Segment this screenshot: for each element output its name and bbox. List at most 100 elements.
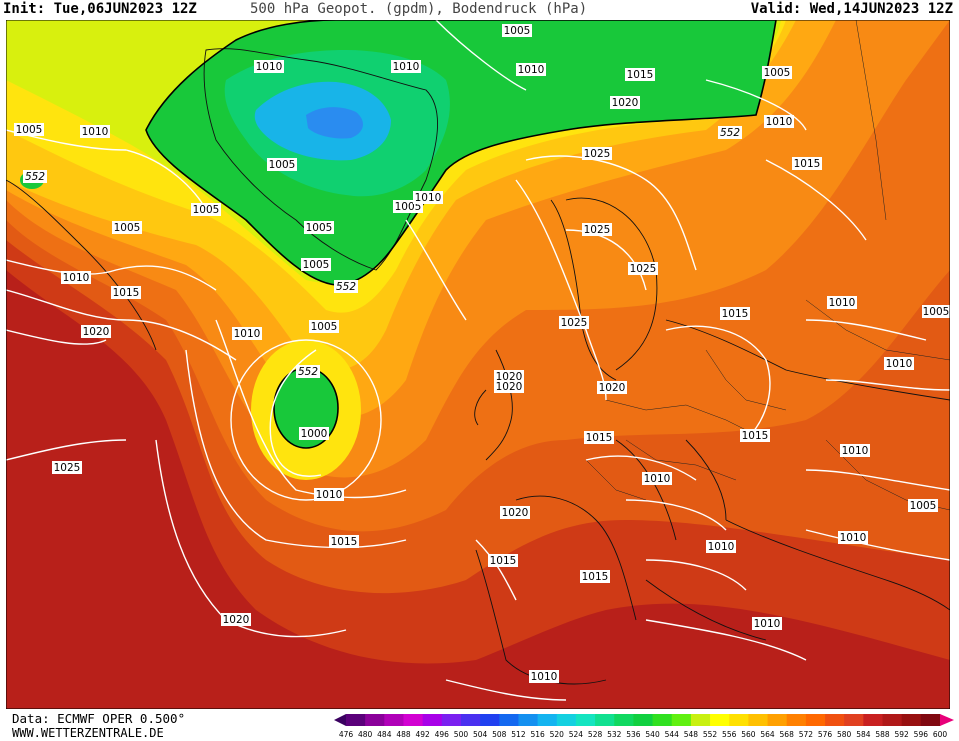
svg-text:1015: 1015 xyxy=(742,430,769,442)
svg-text:1015: 1015 xyxy=(331,536,358,548)
svg-text:1005: 1005 xyxy=(193,204,220,216)
isobar-label: 1015 xyxy=(111,286,141,299)
colorbar-swatch xyxy=(614,714,634,726)
svg-text:1010: 1010 xyxy=(754,618,781,630)
svg-text:1010: 1010 xyxy=(316,489,343,501)
svg-text:1010: 1010 xyxy=(518,64,545,76)
svg-text:1005: 1005 xyxy=(504,25,531,37)
svg-text:1010: 1010 xyxy=(393,61,420,73)
colorbar-tick-label: 572 xyxy=(799,730,814,739)
isobar-label: 1010 xyxy=(529,670,559,683)
isobar-labels: 1005 1010 1010 1010 1005 1010 1015 1020 … xyxy=(14,24,950,683)
geopotential-label: 552 xyxy=(296,365,320,378)
isobar-label: 1020 xyxy=(610,96,640,109)
isobar-label: 1010 xyxy=(314,488,344,501)
colorbar-tick-label: 532 xyxy=(607,730,622,739)
colorbar-swatch xyxy=(710,714,730,726)
isobar-label: 1005 xyxy=(309,320,339,333)
svg-text:1010: 1010 xyxy=(82,126,109,138)
isobar-label: 1010 xyxy=(838,531,868,544)
isobar-label: 1025 xyxy=(628,262,658,275)
isobar-label: 1010 xyxy=(413,191,443,204)
svg-text:552: 552 xyxy=(336,281,356,293)
isobar-label: 1010 xyxy=(61,271,91,284)
colorbar-tick-label: 592 xyxy=(895,730,910,739)
svg-text:1010: 1010 xyxy=(766,116,793,128)
colorbar-tick-label: 508 xyxy=(492,730,507,739)
svg-text:1025: 1025 xyxy=(584,224,611,236)
svg-text:1015: 1015 xyxy=(113,287,140,299)
init-time-label: Init: Tue,06JUN2023 12Z xyxy=(3,1,197,17)
colorbar-swatch xyxy=(384,714,404,726)
svg-text:552: 552 xyxy=(720,127,740,139)
colorbar-tick-label: 556 xyxy=(722,730,737,739)
isobar-label: 1010 xyxy=(840,444,870,457)
colorbar-tick-label: 476 xyxy=(339,730,354,739)
svg-text:1015: 1015 xyxy=(627,69,654,81)
svg-text:552: 552 xyxy=(25,171,45,183)
colorbar-tick-label: 488 xyxy=(396,730,411,739)
colorbar-swatch xyxy=(920,714,941,726)
svg-text:1005: 1005 xyxy=(16,124,43,136)
colorbar-tick-label: 484 xyxy=(377,730,392,739)
colorbar-swatch xyxy=(882,714,903,726)
colorbar-swatch xyxy=(403,714,424,726)
colorbar-swatch xyxy=(690,714,711,726)
colorbar-tick-label: 588 xyxy=(875,730,890,739)
colorbar-swatch xyxy=(767,714,788,726)
colorbar-tick-label: 560 xyxy=(741,730,756,739)
isobar-label: 1015 xyxy=(329,535,359,548)
svg-text:1015: 1015 xyxy=(586,432,613,444)
svg-text:1015: 1015 xyxy=(722,308,749,320)
colorbar-tick-label: 528 xyxy=(588,730,603,739)
data-source-label: Data: ECMWF OPER 0.500° xyxy=(12,711,186,726)
svg-text:1020: 1020 xyxy=(223,614,250,626)
svg-text:1010: 1010 xyxy=(886,358,913,370)
isobar-label: 1010 xyxy=(642,472,672,485)
website-label: WWW.WETTERZENTRALE.DE xyxy=(12,726,164,740)
isobar-label: 1005 xyxy=(762,66,792,79)
svg-text:1005: 1005 xyxy=(114,222,141,234)
colorbar-tick-label: 492 xyxy=(415,730,430,739)
isobar-label: 1010 xyxy=(752,617,782,630)
svg-text:1005: 1005 xyxy=(764,67,791,79)
valid-time-label: Valid: Wed,14JUN2023 12Z xyxy=(750,1,953,17)
isobar-label: 1020 xyxy=(500,506,530,519)
colorbar-swatch xyxy=(671,714,692,726)
colorbar-tick-label: 584 xyxy=(856,730,871,739)
isobar-label: 1015 xyxy=(792,157,822,170)
isobar-label: 1005 xyxy=(922,305,950,318)
colorbar-swatch xyxy=(901,714,922,726)
geopotential-label: 552 xyxy=(334,280,358,293)
svg-text:1010: 1010 xyxy=(415,192,442,204)
isobar-label: 1005 xyxy=(267,158,297,171)
svg-text:1005: 1005 xyxy=(311,321,338,333)
svg-text:1005: 1005 xyxy=(269,159,296,171)
geopotential-label: 552 xyxy=(23,170,47,183)
colorbar-swatch xyxy=(346,714,366,726)
colorbar-legend: 476 480 484 488 492 496 500 504 508 512 516 520 524 5… xyxy=(334,714,954,739)
colorbar-swatch xyxy=(575,714,596,726)
isobars xyxy=(6,20,950,701)
isobar-label: 1005 xyxy=(304,221,334,234)
isobar-label: 1005 xyxy=(908,499,938,512)
isobar-label: 1005 xyxy=(191,203,221,216)
svg-text:1020: 1020 xyxy=(83,326,110,338)
isobar-label: 1015 xyxy=(740,429,770,442)
colorbar-swatch xyxy=(729,714,749,726)
svg-text:1010: 1010 xyxy=(842,445,869,457)
isobar-label: 1015 xyxy=(720,307,750,320)
colorbar-tick-label: 540 xyxy=(645,730,660,739)
svg-text:552: 552 xyxy=(298,366,318,378)
colorbar-swatch xyxy=(499,714,519,726)
isobar-label: 1010 xyxy=(232,327,262,340)
colorbar-tick-label: 496 xyxy=(435,730,450,739)
svg-text:1025: 1025 xyxy=(630,263,657,275)
svg-text:1020: 1020 xyxy=(599,382,626,394)
svg-text:1010: 1010 xyxy=(644,473,671,485)
isobar-label: 1015 xyxy=(584,431,614,444)
colorbar-tick-label: 600 xyxy=(933,730,948,739)
svg-text:1010: 1010 xyxy=(708,541,735,553)
colorbar-swatch xyxy=(537,714,558,726)
colorbar-tick-label: 504 xyxy=(473,730,488,739)
